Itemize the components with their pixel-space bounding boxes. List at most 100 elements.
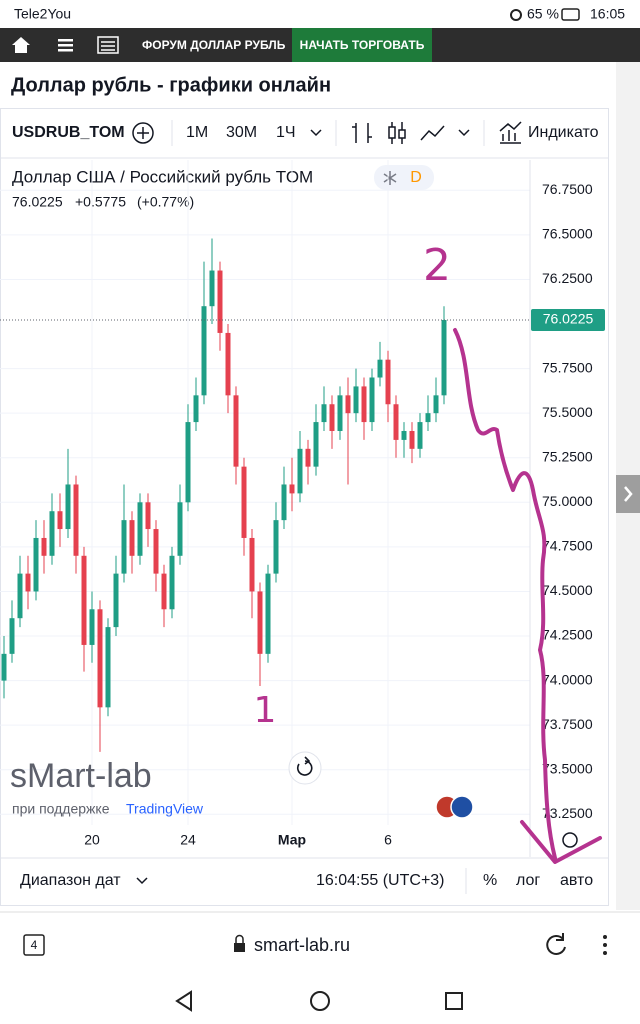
candle-body — [105, 627, 111, 708]
side-expander[interactable] — [616, 475, 640, 513]
indicators[interactable]: Индикато — [528, 124, 599, 141]
candle-body — [169, 555, 175, 610]
lock-shackle — [235, 934, 244, 943]
credit-brand: TradingView — [126, 801, 204, 817]
candle-body — [1, 653, 7, 681]
back-button[interactable] — [175, 990, 192, 1012]
candle-body — [321, 404, 327, 423]
candle-body — [297, 448, 303, 494]
interval[interactable]: 30М — [226, 124, 257, 141]
interval[interactable]: 1Ч — [276, 124, 296, 141]
settings-icon[interactable] — [562, 832, 578, 848]
y-tick-label: 75.5000 — [542, 404, 593, 420]
candle-body — [417, 422, 423, 449]
reset-button[interactable] — [288, 751, 322, 785]
trade-label[interactable]: НАЧАТЬ ТОРГОВАТЬ — [300, 38, 425, 52]
hand-arrow — [453, 328, 602, 864]
badge-bg — [374, 165, 434, 190]
price-label: 76.0225 — [543, 311, 594, 327]
candle-body — [353, 386, 359, 414]
time-zone[interactable]: 16:04:55 (UTC+3) — [316, 872, 445, 889]
candle-body — [257, 591, 263, 654]
add-plus — [137, 127, 149, 139]
log-toggle[interactable]: лог — [516, 872, 540, 889]
overflow-menu[interactable] — [603, 935, 607, 955]
tabs-count[interactable]: 4 — [31, 938, 38, 952]
y-tick-label: 76.7500 — [542, 181, 593, 197]
side-arrow — [624, 486, 633, 502]
symbol[interactable]: USDRUB_TOM — [12, 124, 125, 141]
home-button[interactable] — [310, 991, 330, 1011]
candles-icon[interactable] — [388, 122, 406, 144]
candle-body — [193, 395, 199, 423]
candle-body — [289, 484, 295, 494]
candle-body — [9, 618, 15, 654]
auto-toggle[interactable]: авто — [560, 872, 593, 889]
candle-body — [113, 573, 119, 628]
battery-icon — [561, 8, 580, 21]
eye-icon — [510, 9, 522, 21]
indicators-icon[interactable] — [499, 121, 522, 144]
date-range[interactable]: Диапазон дат — [20, 872, 121, 889]
quote-price: 76.0225 — [12, 194, 63, 210]
candle-body — [17, 573, 23, 619]
candle-body — [361, 386, 367, 423]
candle-body — [33, 537, 39, 592]
url[interactable]: smart-lab.ru — [254, 935, 350, 955]
y-tick-label: 73.7500 — [542, 716, 593, 732]
interval[interactable]: 1М — [186, 124, 208, 141]
home-icon[interactable] — [12, 37, 30, 53]
candle-body — [313, 422, 319, 467]
add-symbol[interactable] — [132, 122, 154, 144]
candle-body — [161, 573, 167, 610]
recents-button[interactable] — [445, 992, 463, 1010]
credit: при поддержке — [12, 801, 110, 817]
y-tick-label: 73.2500 — [542, 805, 593, 821]
chart-title: Доллар США / Российский рубль TOM — [12, 167, 313, 186]
hand-note: 2 — [423, 240, 451, 291]
quote-change: +0.5775 — [75, 194, 126, 210]
y-tick-label: 74.7500 — [542, 538, 593, 554]
candle-body — [201, 306, 207, 396]
candle-body — [241, 466, 247, 538]
candle-body — [185, 422, 191, 503]
candle-body — [25, 573, 31, 592]
x-tick-label: 20 — [84, 832, 100, 848]
candle-body — [65, 484, 71, 530]
tabs-button[interactable] — [23, 934, 45, 956]
battery-text: 65 % — [527, 6, 559, 22]
watermark: sMart-lab — [10, 757, 152, 795]
area-icon[interactable] — [420, 125, 445, 141]
chart-type-menu[interactable] — [458, 129, 470, 137]
candle-body — [225, 332, 231, 396]
candle-body — [49, 511, 55, 556]
trade-button[interactable] — [292, 28, 432, 62]
candle-body — [401, 430, 407, 440]
candle-body — [97, 609, 103, 708]
y-tick-label: 75.2500 — [542, 448, 593, 464]
interval-menu[interactable] — [310, 129, 322, 137]
candle-body — [345, 395, 351, 414]
candle-body — [41, 537, 47, 556]
candle-body — [433, 395, 439, 414]
menu-icon[interactable] — [58, 39, 73, 52]
candle-body — [273, 520, 279, 574]
percent-toggle[interactable]: % — [483, 872, 497, 889]
candle-body — [329, 404, 335, 431]
candle-body — [385, 359, 391, 405]
reset-icon — [296, 756, 313, 776]
logo-icon[interactable] — [97, 36, 119, 54]
quote-change-pct: (+0.77%) — [137, 194, 194, 210]
hand-note: 1 — [254, 690, 277, 731]
reload-icon[interactable] — [546, 933, 566, 955]
candle-body — [369, 377, 375, 423]
bars-icon[interactable] — [352, 123, 372, 143]
forum-link[interactable]: ФОРУМ ДОЛЛАР РУБЛЬ — [142, 38, 286, 52]
y-tick-label: 74.0000 — [542, 671, 593, 687]
candle-body — [265, 573, 271, 654]
status-bar — [0, 0, 640, 28]
candle-body — [177, 502, 183, 556]
candle-body — [233, 395, 239, 467]
y-tick-label: 75.7500 — [542, 359, 593, 375]
